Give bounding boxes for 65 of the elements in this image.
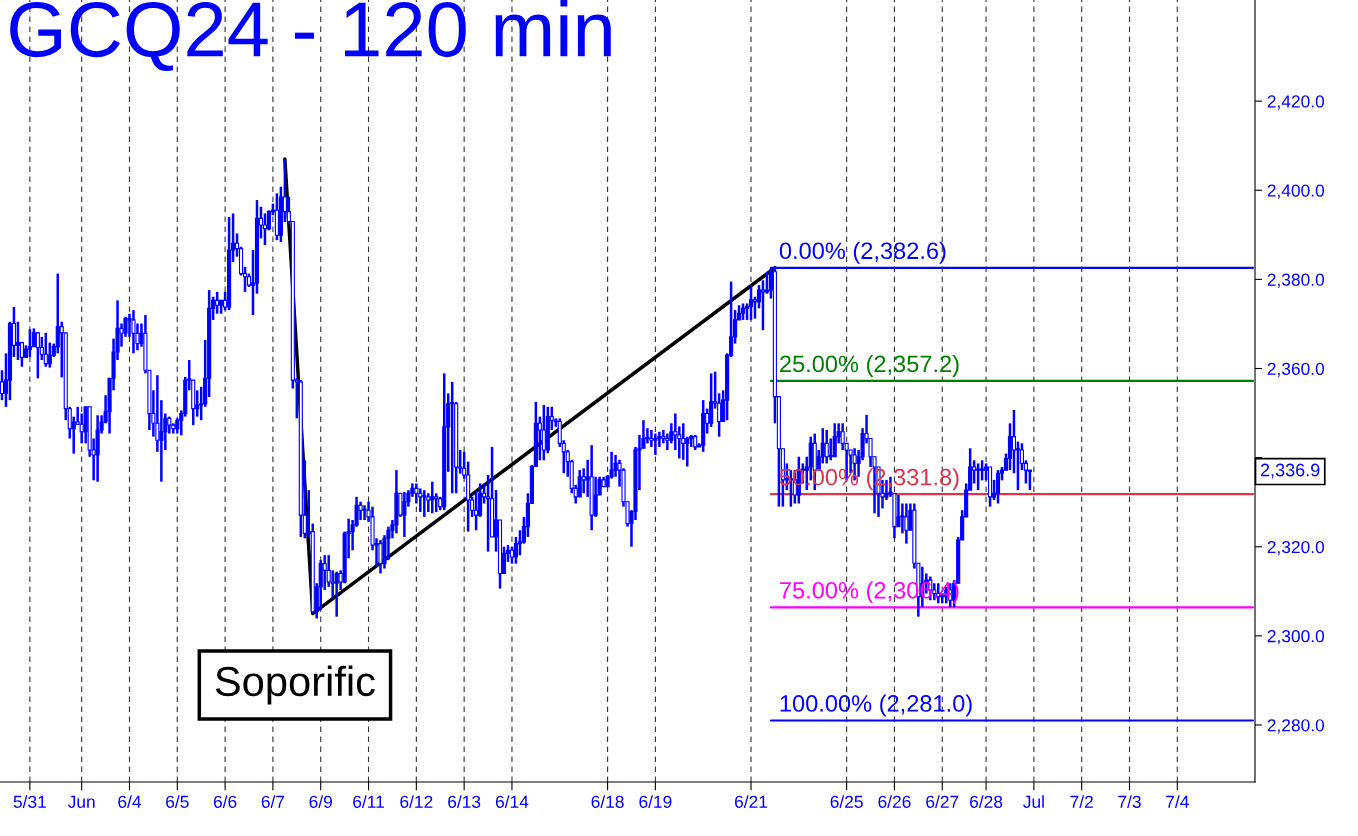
y-tick-label: 2,320.0 — [1267, 540, 1325, 556]
x-tick-label: 7/3 — [1118, 795, 1141, 808]
candlestick — [334, 570, 339, 618]
x-tick-label: 6/13 — [448, 795, 481, 808]
candlestick — [832, 422, 837, 458]
x-tick-label: 6/6 — [213, 795, 237, 808]
y-tick-label: 2,400.0 — [1267, 184, 1325, 199]
candlestick — [215, 290, 220, 315]
candlestick — [378, 538, 383, 575]
chart-title: GCQ24 - 120 min — [10, 0, 611, 72]
candlestick — [0, 369, 5, 402]
candlestick — [450, 380, 455, 495]
candlestick — [43, 331, 48, 368]
series-label: 25.00% (2,357.2) — [780, 354, 959, 377]
candlestick — [474, 488, 479, 532]
candlestick — [131, 308, 136, 355]
y-tick-label: 2,300.0 — [1267, 630, 1325, 645]
candlestick — [362, 504, 367, 522]
x-tick-label: 6/25 — [830, 795, 863, 808]
x-tick-label: Jul — [1023, 795, 1044, 808]
x-tick-label: 7/2 — [1070, 795, 1093, 808]
x-tick-label: 6/4 — [118, 795, 142, 808]
candlestick — [1015, 440, 1021, 492]
candlestick — [995, 468, 1001, 505]
candlestick — [760, 279, 766, 332]
x-tick-label: Jun — [67, 795, 95, 808]
x-tick-label: 6/14 — [495, 795, 529, 808]
x-tick-label: 5/31 — [13, 795, 46, 808]
x-tick-label: 6/26 — [878, 795, 911, 808]
annotation: Soporific — [215, 665, 375, 705]
series-label: 0.00% (2,382.6) — [779, 241, 946, 264]
y-tick-label: 2,380.0 — [1267, 273, 1325, 288]
series-label: 100.00% (2,281.0) — [780, 694, 972, 717]
candlestick — [47, 341, 52, 369]
candlestick — [430, 480, 435, 515]
candlestick — [541, 403, 546, 462]
candlestick — [980, 459, 985, 482]
x-tick-label: 6/11 — [353, 795, 384, 808]
x-tick-label: 6/27 — [926, 795, 959, 808]
x-tick-label: 6/21 — [735, 795, 768, 808]
candlestick — [422, 488, 427, 519]
candlestick — [824, 428, 829, 465]
candlestick — [402, 490, 407, 539]
candlestick — [976, 462, 981, 492]
x-tick-label: 6/18 — [591, 795, 624, 808]
x-tick-label: 6/7 — [261, 795, 285, 808]
candlestick — [653, 432, 658, 457]
candlestick — [15, 320, 20, 362]
x-tick-label: 6/19 — [639, 795, 672, 808]
x-tick-label: 6/9 — [309, 795, 332, 808]
x-tick-label: 6/5 — [166, 795, 189, 808]
y-tick-label: 2,420.0 — [1267, 95, 1325, 110]
y-tick-label: 2,280.0 — [1267, 719, 1325, 734]
candlestick — [764, 270, 770, 295]
candlestick — [748, 283, 754, 322]
x-tick-label: 7/4 — [1166, 795, 1189, 808]
y-tick-label: 2,360.0 — [1267, 362, 1325, 378]
candlestick — [95, 414, 100, 483]
candlestick — [35, 330, 40, 380]
candlestick — [904, 502, 909, 545]
x-tick-label: 6/28 — [970, 795, 1003, 808]
x-tick-label: 6/12 — [400, 795, 433, 808]
candlestick — [840, 422, 845, 452]
text: 2,336.9 — [1260, 463, 1320, 479]
candlestick — [27, 328, 32, 359]
